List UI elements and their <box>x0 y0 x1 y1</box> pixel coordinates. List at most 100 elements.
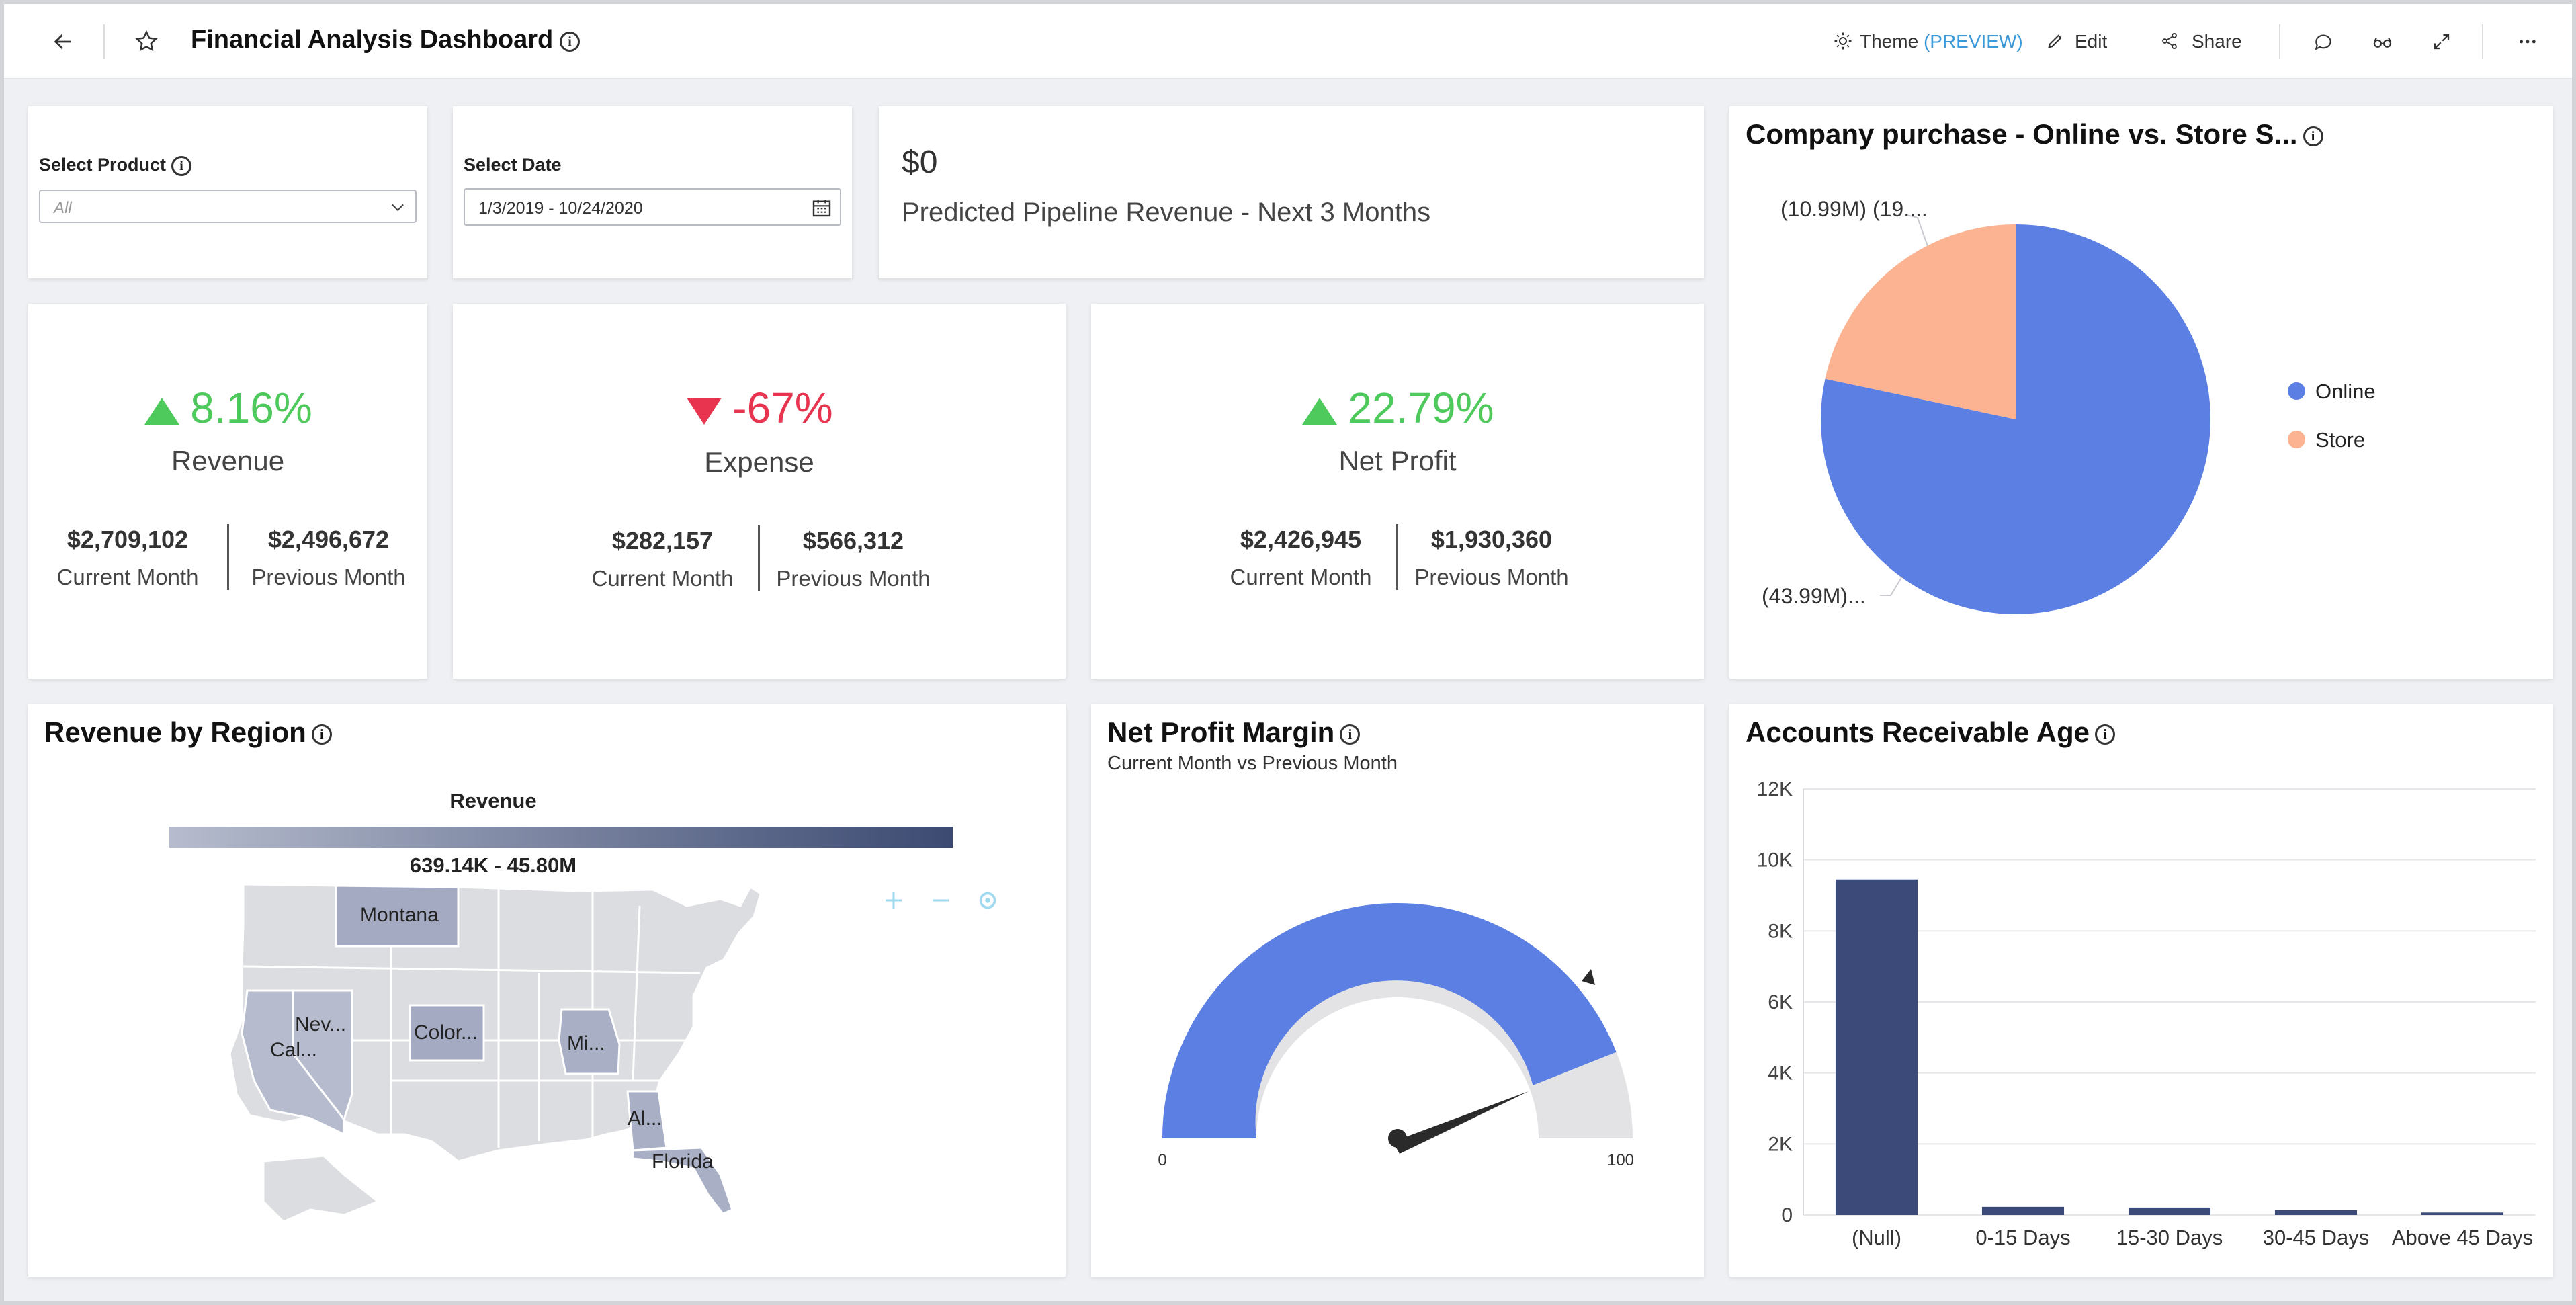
date-range-input[interactable]: 1/3/2019 - 10/24/2020 <box>464 188 841 226</box>
back-arrow-icon[interactable] <box>50 28 77 55</box>
date-filter-card: Select Date 1/3/2019 - 10/24/2020 <box>453 106 852 278</box>
pie-slice-online[interactable] <box>1821 224 2211 614</box>
kpi-divider <box>758 525 760 591</box>
bar[interactable] <box>2421 1212 2504 1215</box>
gauge-subtitle: Current Month vs Previous Month <box>1107 753 1398 774</box>
glasses-icon[interactable] <box>2369 28 2396 55</box>
map-label-florida: Florida <box>652 1150 714 1173</box>
legend-item-online[interactable]: Online <box>2288 380 2376 403</box>
theme-preview-badge: (PREVIEW) <box>1923 31 2023 52</box>
zoom-in-icon[interactable] <box>879 886 908 915</box>
topbar-divider <box>2279 24 2280 59</box>
gauge-card: Net Profit Margin i Current Month vs Prev… <box>1091 704 1704 1277</box>
y-tick-label: 2K <box>1768 1133 1793 1155</box>
kpi-change-value: -67% <box>453 383 1066 433</box>
share-button[interactable]: Share <box>2192 31 2242 52</box>
gauge-min-label: 0 <box>1158 1151 1166 1169</box>
x-tick-label: Above 45 Days <box>2392 1226 2533 1249</box>
map-label-california: Cal... <box>270 1039 317 1061</box>
edit-pencil-icon <box>2044 30 2067 52</box>
bar-chart: 0 2K 4K 6K 8K 10K 12K (Null) 0-15 Days 15-30 Days… <box>1757 778 2536 1249</box>
y-tick-label: 12K <box>1757 778 1793 800</box>
pie-leader-line-store <box>1906 214 1928 247</box>
previous-month-value: $566,312 <box>802 527 904 554</box>
map-state-montana[interactable] <box>335 884 460 948</box>
bar[interactable] <box>2274 1210 2358 1215</box>
us-map: Montana Nev... Cal... Color... Mi... Al.… <box>228 883 762 1223</box>
kpi-name: Expense <box>704 446 814 478</box>
map-state-florida[interactable] <box>632 1146 734 1215</box>
gauge-needle-hub <box>1388 1129 1407 1148</box>
triangle-up-icon <box>1302 398 1338 425</box>
map-legend-gradient <box>169 827 953 848</box>
map-legend-title: Revenue <box>449 789 537 812</box>
fullscreen-icon[interactable] <box>2428 28 2455 55</box>
current-month-label: Current Month <box>56 564 199 589</box>
pie-slice-store[interactable] <box>1825 224 2016 419</box>
product-filter-card: Select Product i All <box>28 106 427 278</box>
comment-icon[interactable] <box>2310 28 2337 55</box>
title-info-icon[interactable]: i <box>558 30 582 54</box>
map-label-missouri: Mi... <box>567 1032 605 1054</box>
kpi-revenue-card: 8.16% Revenue $2,709,102 Current Month $… <box>28 304 427 679</box>
gauge-target-marker <box>1582 969 1595 985</box>
top-bar: Financial Analysis Dashboard i Theme (PR… <box>4 4 2572 79</box>
y-tick-label: 4K <box>1768 1062 1793 1085</box>
theme-label: Theme <box>1860 31 1919 52</box>
legend-dot-online <box>2288 382 2305 400</box>
bar[interactable] <box>1835 879 1918 1215</box>
legend-label-store: Store <box>2315 428 2365 452</box>
map-label-nevada: Nev... <box>295 1013 346 1036</box>
region-info-icon[interactable]: i <box>311 724 332 745</box>
pie-chart: (10.99M) (19.... (43.99M)... Online Stor… <box>1762 197 2376 614</box>
kpi-net-profit-card: 22.79% Net Profit $2,426,945 Current Mon… <box>1091 304 1704 679</box>
bar[interactable] <box>1981 1206 2065 1215</box>
favorite-star-icon[interactable] <box>132 27 161 56</box>
legend-item-store[interactable]: Store <box>2288 428 2365 452</box>
bar-chart-title: Accounts Receivable Age i <box>1746 716 2115 749</box>
more-options-icon[interactable] <box>2514 28 2541 55</box>
gauge-chart: 0 100 <box>1158 902 1634 1169</box>
x-tick-label: 30-45 Days <box>2263 1226 2370 1249</box>
current-month-label: Current Month <box>1230 564 1372 589</box>
gauge-title: Net Profit Margin i <box>1107 716 1361 749</box>
map-label-colorado: Color... <box>414 1021 478 1044</box>
map-state-colorado[interactable] <box>409 1004 485 1062</box>
gauge-info-icon[interactable]: i <box>1340 724 1361 745</box>
current-month-value: $2,709,102 <box>67 525 189 553</box>
triangle-up-icon <box>144 398 180 425</box>
product-select[interactable]: All <box>39 190 417 223</box>
product-info-icon[interactable]: i <box>171 155 192 176</box>
edit-button[interactable]: Edit <box>2075 31 2108 52</box>
previous-month-value: $1,930,360 <box>1430 525 1553 553</box>
gauge-value-arc[interactable] <box>1162 902 1617 1138</box>
map-label-montana: Montana <box>360 904 439 926</box>
bar-info-icon[interactable]: i <box>2094 724 2115 745</box>
previous-month-label: Previous Month <box>251 564 406 589</box>
pie-chart-title: Company purchase - Online vs. Store S...… <box>1746 118 2323 151</box>
zoom-out-icon[interactable] <box>926 886 955 915</box>
product-select-value: All <box>54 199 72 217</box>
pie-label-store: (10.99M) (19.... <box>1780 197 1928 221</box>
map-state-alabama[interactable] <box>626 1090 668 1152</box>
theme-sun-icon <box>1832 30 1854 52</box>
y-tick-label: 8K <box>1768 920 1793 942</box>
current-month-value: $2,426,945 <box>1240 525 1362 553</box>
reset-view-icon[interactable] <box>973 886 1002 915</box>
kpi-change-value: 8.16% <box>28 383 427 433</box>
pie-info-icon[interactable]: i <box>2303 126 2323 146</box>
y-tick-label: 10K <box>1757 849 1793 872</box>
page-title: Financial Analysis Dashboard <box>191 26 554 54</box>
gauge-needle <box>1393 1091 1529 1154</box>
previous-month-label: Previous Month <box>776 566 931 591</box>
map-state-missouri[interactable] <box>558 1008 621 1075</box>
bar[interactable] <box>2128 1207 2211 1215</box>
gauge-max-label: 100 <box>1607 1151 1634 1169</box>
kpi-change-value: 22.79% <box>1091 383 1704 433</box>
theme-button[interactable]: Theme (PREVIEW) <box>1860 28 2023 55</box>
topbar-divider <box>103 24 105 59</box>
pipeline-label: Predicted Pipeline Revenue - Next 3 Mont… <box>902 198 1431 227</box>
map-state-california[interactable] <box>241 989 345 1136</box>
previous-month-label: Previous Month <box>1414 564 1569 589</box>
calendar-icon[interactable] <box>810 196 833 219</box>
